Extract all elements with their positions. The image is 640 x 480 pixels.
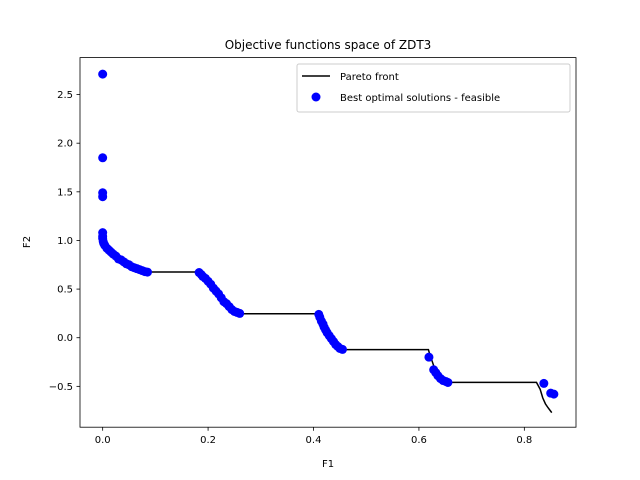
legend-swatch-feasible-solutions <box>311 92 321 102</box>
solution-point <box>338 344 347 354</box>
solution-point <box>98 192 108 202</box>
legend-box <box>296 63 571 113</box>
solution-point <box>235 308 245 318</box>
x-tick-label: 0.6 <box>411 435 427 446</box>
y-tick-label: 1.5 <box>57 187 73 198</box>
plot-area <box>98 69 559 414</box>
y-axis: −0.5 0.0 0.5 1.0 1.5 2.0 2.5 <box>49 90 80 393</box>
y-tick-label: 0.0 <box>57 333 73 344</box>
x-tick-label: 0.2 <box>200 435 216 446</box>
solution-point <box>539 378 549 388</box>
x-tick-label: 0.8 <box>516 435 532 446</box>
y-tick-label: 2.5 <box>57 90 73 101</box>
solution-point <box>142 267 152 277</box>
y-tick-label: 2.0 <box>57 139 73 150</box>
x-tick-label: 0.4 <box>306 435 322 446</box>
x-axis: 0.0 0.2 0.4 0.6 0.8 <box>95 427 532 446</box>
plot-frame <box>79 57 577 428</box>
y-tick-label: 0.5 <box>57 285 73 296</box>
solution-point <box>424 352 434 362</box>
y-tick-label: 1.0 <box>57 236 73 247</box>
solution-point <box>98 153 108 163</box>
y-tick-label: −0.5 <box>49 382 73 393</box>
legend: Pareto front Best optimal solutions - fe… <box>296 63 571 113</box>
solution-point <box>443 377 453 387</box>
x-tick-label: 0.0 <box>95 435 111 446</box>
legend-label-pareto-front: Pareto front <box>340 72 399 83</box>
x-axis-label: F1 <box>322 459 334 470</box>
solution-point <box>549 389 559 399</box>
y-axis-label: F2 <box>22 236 33 248</box>
legend-label-feasible-solutions: Best optimal solutions - feasible <box>340 93 500 104</box>
solution-point <box>98 69 108 79</box>
chart-title: Objective functions space of ZDT3 <box>225 38 432 52</box>
